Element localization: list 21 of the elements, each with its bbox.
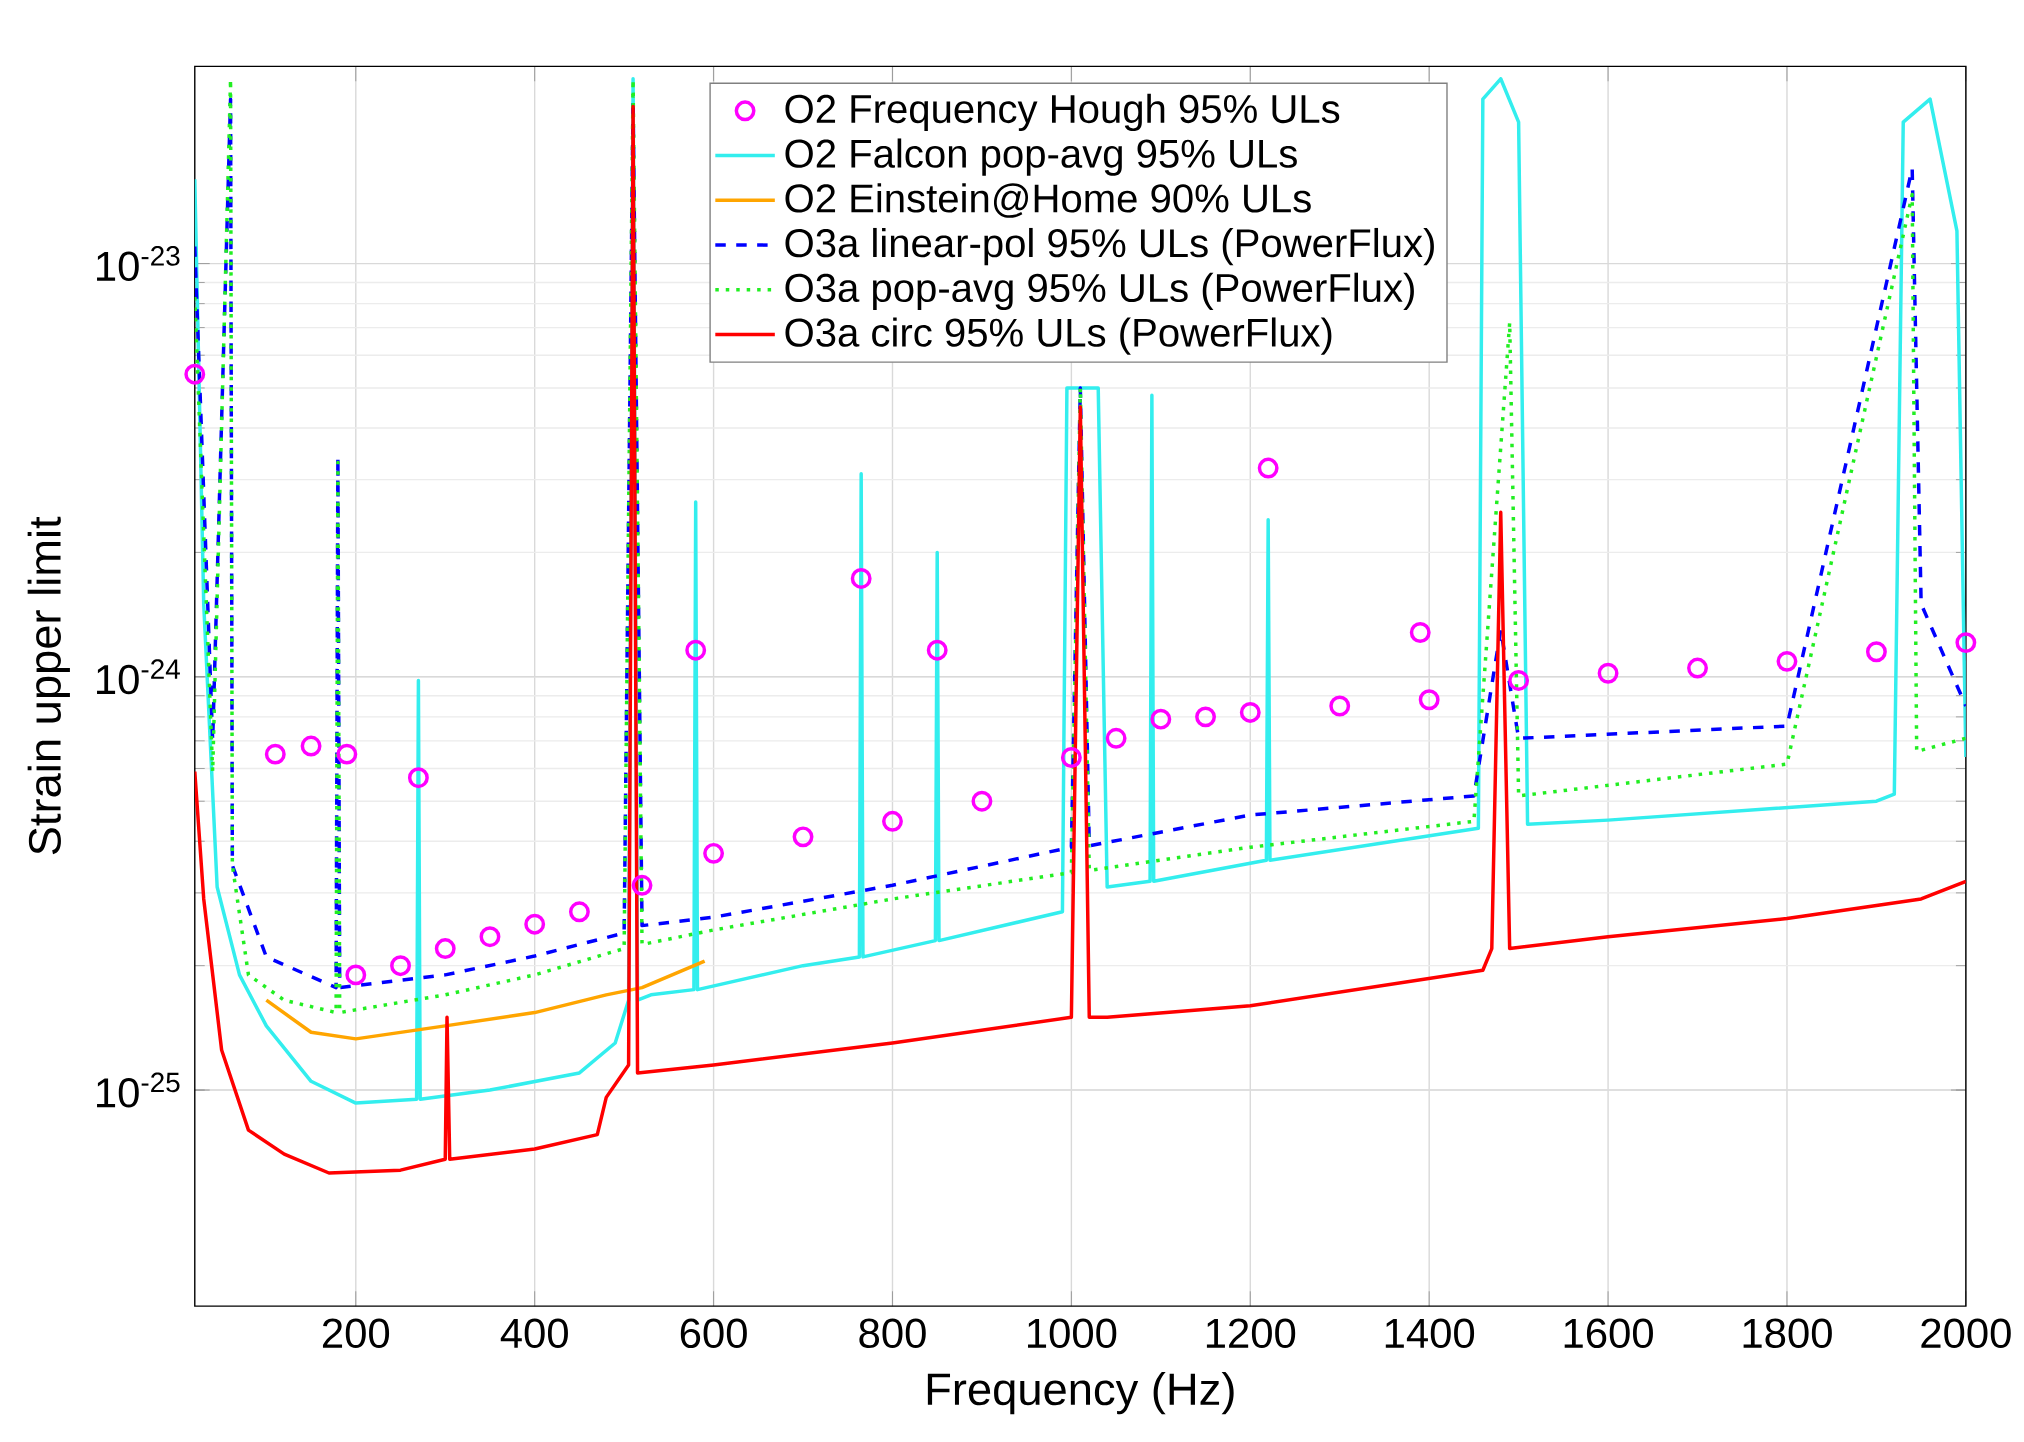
legend-label: O3a linear-pol 95% ULs (PowerFlux) [785,228,1434,266]
x-tick-label: 200 [322,1318,390,1349]
x-tick-label: 2000 [1921,1318,2011,1349]
x-tick-label: 1200 [1206,1318,1296,1349]
y-axis-title: Strain upper limit [27,516,70,855]
x-tick-label: 1400 [1385,1318,1475,1349]
legend-label: O3a pop-avg 95% ULs (PowerFlux) [785,272,1414,311]
y-tick-label: 10$^{-23}$ [97,246,180,282]
x-tick-label: 400 [500,1318,568,1349]
x-tick-label: 1600 [1564,1318,1653,1349]
y-tick-label: 10$^{-25}$ [97,1072,180,1108]
legend-label: O2 Einstein@Home 90% ULs [785,183,1311,219]
x-tick-label: 800 [859,1318,926,1349]
legend-label: O2 Frequency Hough 95% ULs [785,93,1340,132]
y-tick-label: 10$^{-24}$ [97,659,180,695]
x-axis-title: Frequency (Hz) [927,1372,1234,1415]
x-tick-label: 1800 [1743,1318,1832,1349]
x-tick-label: 1000 [1028,1318,1117,1349]
legend-label: O3a circ 95% ULs (PowerFlux) [785,317,1332,356]
legend-label: O2 Falcon pop-avg 95% ULs [785,138,1297,177]
x-tick-label: 600 [680,1318,747,1349]
